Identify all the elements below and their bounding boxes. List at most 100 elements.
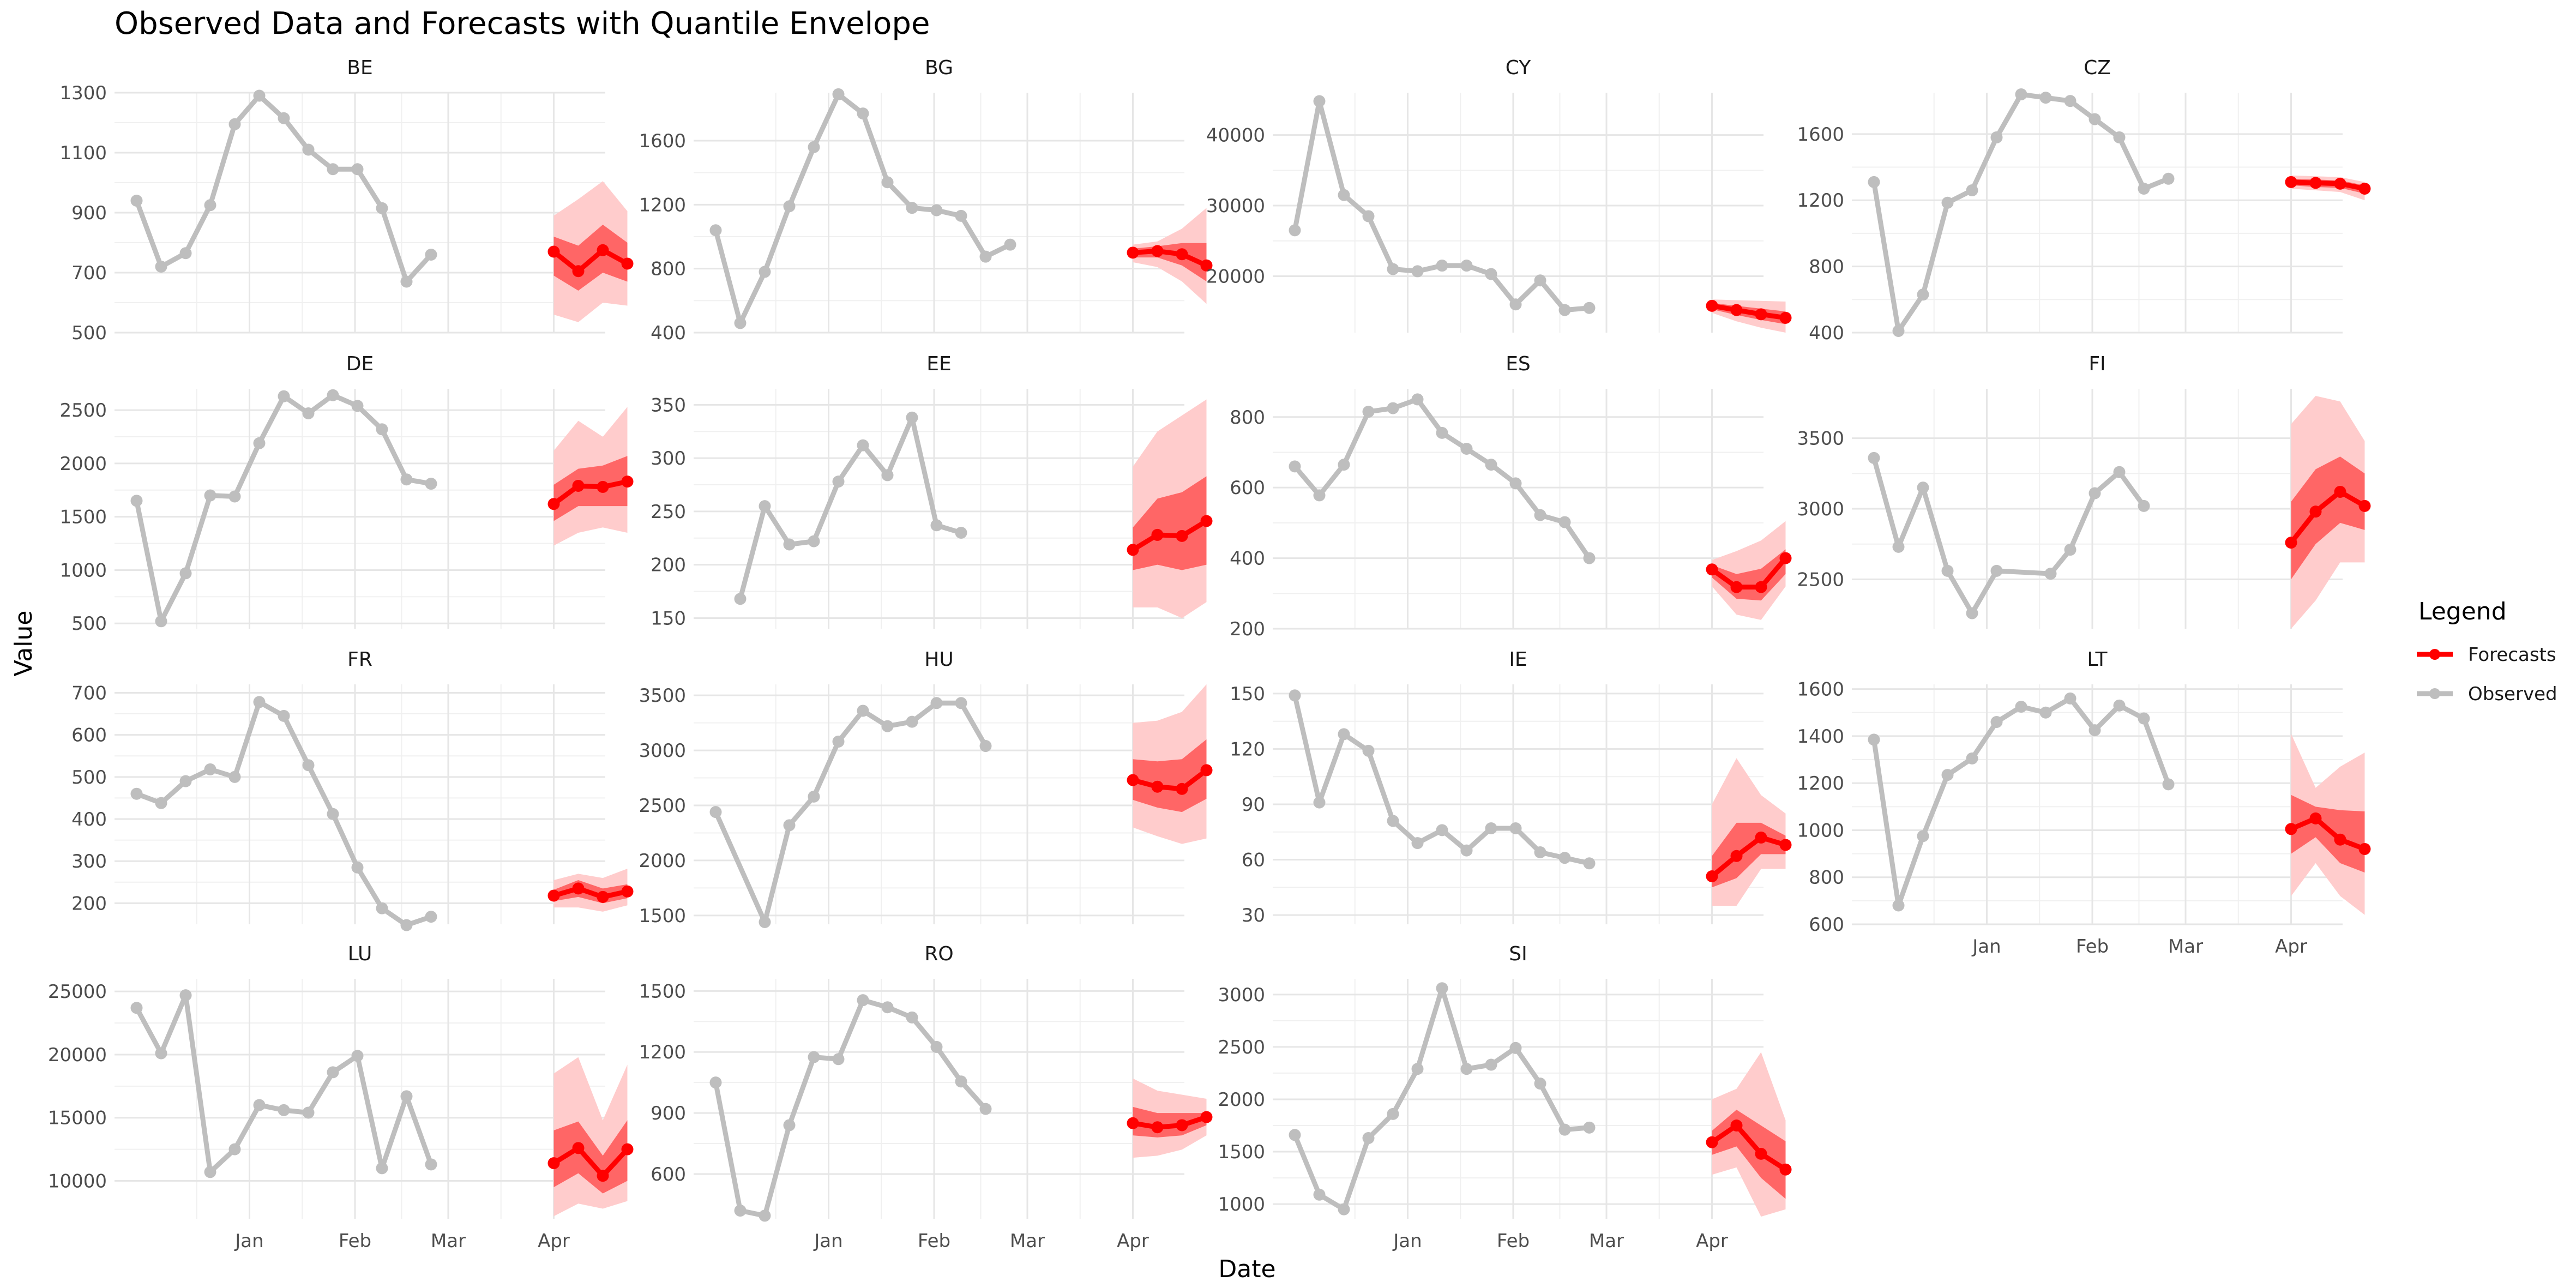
y-tick-label: 2500 (1797, 569, 1844, 591)
forecast-line (1710, 556, 1787, 590)
forecast-line (553, 886, 628, 900)
x-tick-label: Mar (2168, 936, 2203, 958)
observed-point (1289, 224, 1301, 237)
forecast-line (2291, 179, 2366, 191)
y-tick-label: 2000 (639, 850, 686, 872)
forecast-point (1779, 552, 1792, 564)
observed-point (179, 247, 192, 260)
forecast-point (1200, 764, 1213, 777)
observed-point (253, 696, 266, 708)
observed-line (713, 700, 988, 925)
observed-point (734, 1205, 747, 1217)
observed-point (1534, 1078, 1546, 1090)
forecast-point (1730, 581, 1743, 593)
observed-point (1313, 1188, 1326, 1201)
y-tick-label: 350 (651, 394, 686, 416)
observed-line (1871, 696, 2171, 908)
y-tick-label: 150 (1230, 683, 1265, 705)
observed-point (2089, 487, 2101, 499)
forecast-line (552, 1145, 629, 1178)
panel-strip-label: FR (347, 648, 372, 671)
forecast-point (1151, 780, 1164, 793)
observed-point (955, 209, 967, 222)
observed-point (832, 735, 845, 748)
forecast-point (1755, 1147, 1767, 1160)
y-tick-label: 30 (1242, 905, 1265, 926)
y-tick-label: 2000 (1218, 1089, 1265, 1111)
observed-point (253, 1099, 266, 1111)
observed-point (1460, 844, 1473, 857)
observed-point (351, 163, 364, 176)
y-tick-label: 600 (71, 725, 107, 747)
observed-point (1362, 744, 1375, 757)
observed-point (1990, 564, 2003, 577)
observed-point (327, 808, 339, 820)
observed-point (2015, 700, 2027, 713)
observed-line (1293, 396, 1592, 560)
observed-point (2138, 183, 2150, 195)
forecast-point (1127, 544, 1139, 556)
y-tick-label: 1100 (59, 142, 107, 164)
forecast-point (2309, 505, 2322, 518)
forecast-line (1132, 768, 1208, 792)
y-tick-label: 1600 (1797, 124, 1844, 146)
forecast-band-90 (1712, 521, 1786, 620)
observed-point (1338, 1203, 1350, 1215)
panel-strip-label: RO (924, 943, 953, 965)
observed-point (155, 261, 167, 273)
observed-point (2044, 568, 2057, 580)
observed-line (713, 92, 1012, 326)
y-tick-label: 250 (651, 501, 686, 523)
panel-fi: FI 2500 3000 3500 (1797, 353, 2371, 629)
y-axis-title: Value (10, 611, 38, 677)
panel-bg: BG 400 800 1200 1600 (639, 57, 1213, 344)
forecast-point (572, 479, 585, 492)
observed-point (832, 476, 845, 488)
observed-point (2113, 466, 2126, 478)
x-tick-label: Mar (1589, 1230, 1624, 1252)
observed-point (2162, 778, 2175, 791)
observed-point (857, 107, 869, 120)
x-tick-label: Jan (1392, 1230, 1422, 1252)
observed-point (130, 787, 143, 800)
observed-point (278, 709, 290, 722)
legend-label-observed: Observed (2468, 683, 2557, 705)
observed-point (857, 994, 869, 1007)
forecast-line (1710, 1123, 1787, 1172)
observed-point (1941, 769, 1954, 781)
y-tick-label: 25000 (48, 981, 107, 1003)
forecast-point (2358, 499, 2371, 512)
observed-point (204, 489, 216, 502)
legend-forecasts-point (2429, 649, 2440, 660)
forecast-point (1176, 783, 1188, 795)
observed-point (1387, 1108, 1399, 1120)
observed-point (1436, 982, 1448, 995)
observed-point (1917, 288, 1929, 301)
observed-point (979, 740, 992, 753)
observed-point (759, 916, 771, 928)
forecast-line (1711, 303, 1786, 321)
forecast-point (572, 1142, 585, 1154)
observed-point (228, 118, 241, 130)
observed-point (179, 775, 192, 787)
observed-point (808, 1051, 820, 1063)
observed-point (1534, 846, 1546, 858)
observed-point (425, 1158, 437, 1171)
x-tick-label: Apr (1696, 1230, 1728, 1252)
observed-point (734, 593, 747, 605)
y-tick-label: 400 (651, 322, 686, 344)
observed-point (2064, 692, 2077, 705)
observed-point (759, 266, 771, 278)
forecast-point (1127, 1117, 1139, 1129)
forecast-point (1151, 245, 1164, 257)
observed-point (734, 317, 747, 329)
observed-point (1868, 452, 1880, 464)
forecast-point (1151, 1121, 1164, 1134)
observed-point (979, 250, 992, 263)
y-tick-label: 500 (71, 322, 107, 344)
forecast-line (1131, 519, 1208, 552)
observed-point (1362, 406, 1375, 418)
y-tick-label: 1200 (1797, 190, 1844, 212)
observed-point (955, 527, 967, 539)
observed-point (1868, 733, 1880, 746)
